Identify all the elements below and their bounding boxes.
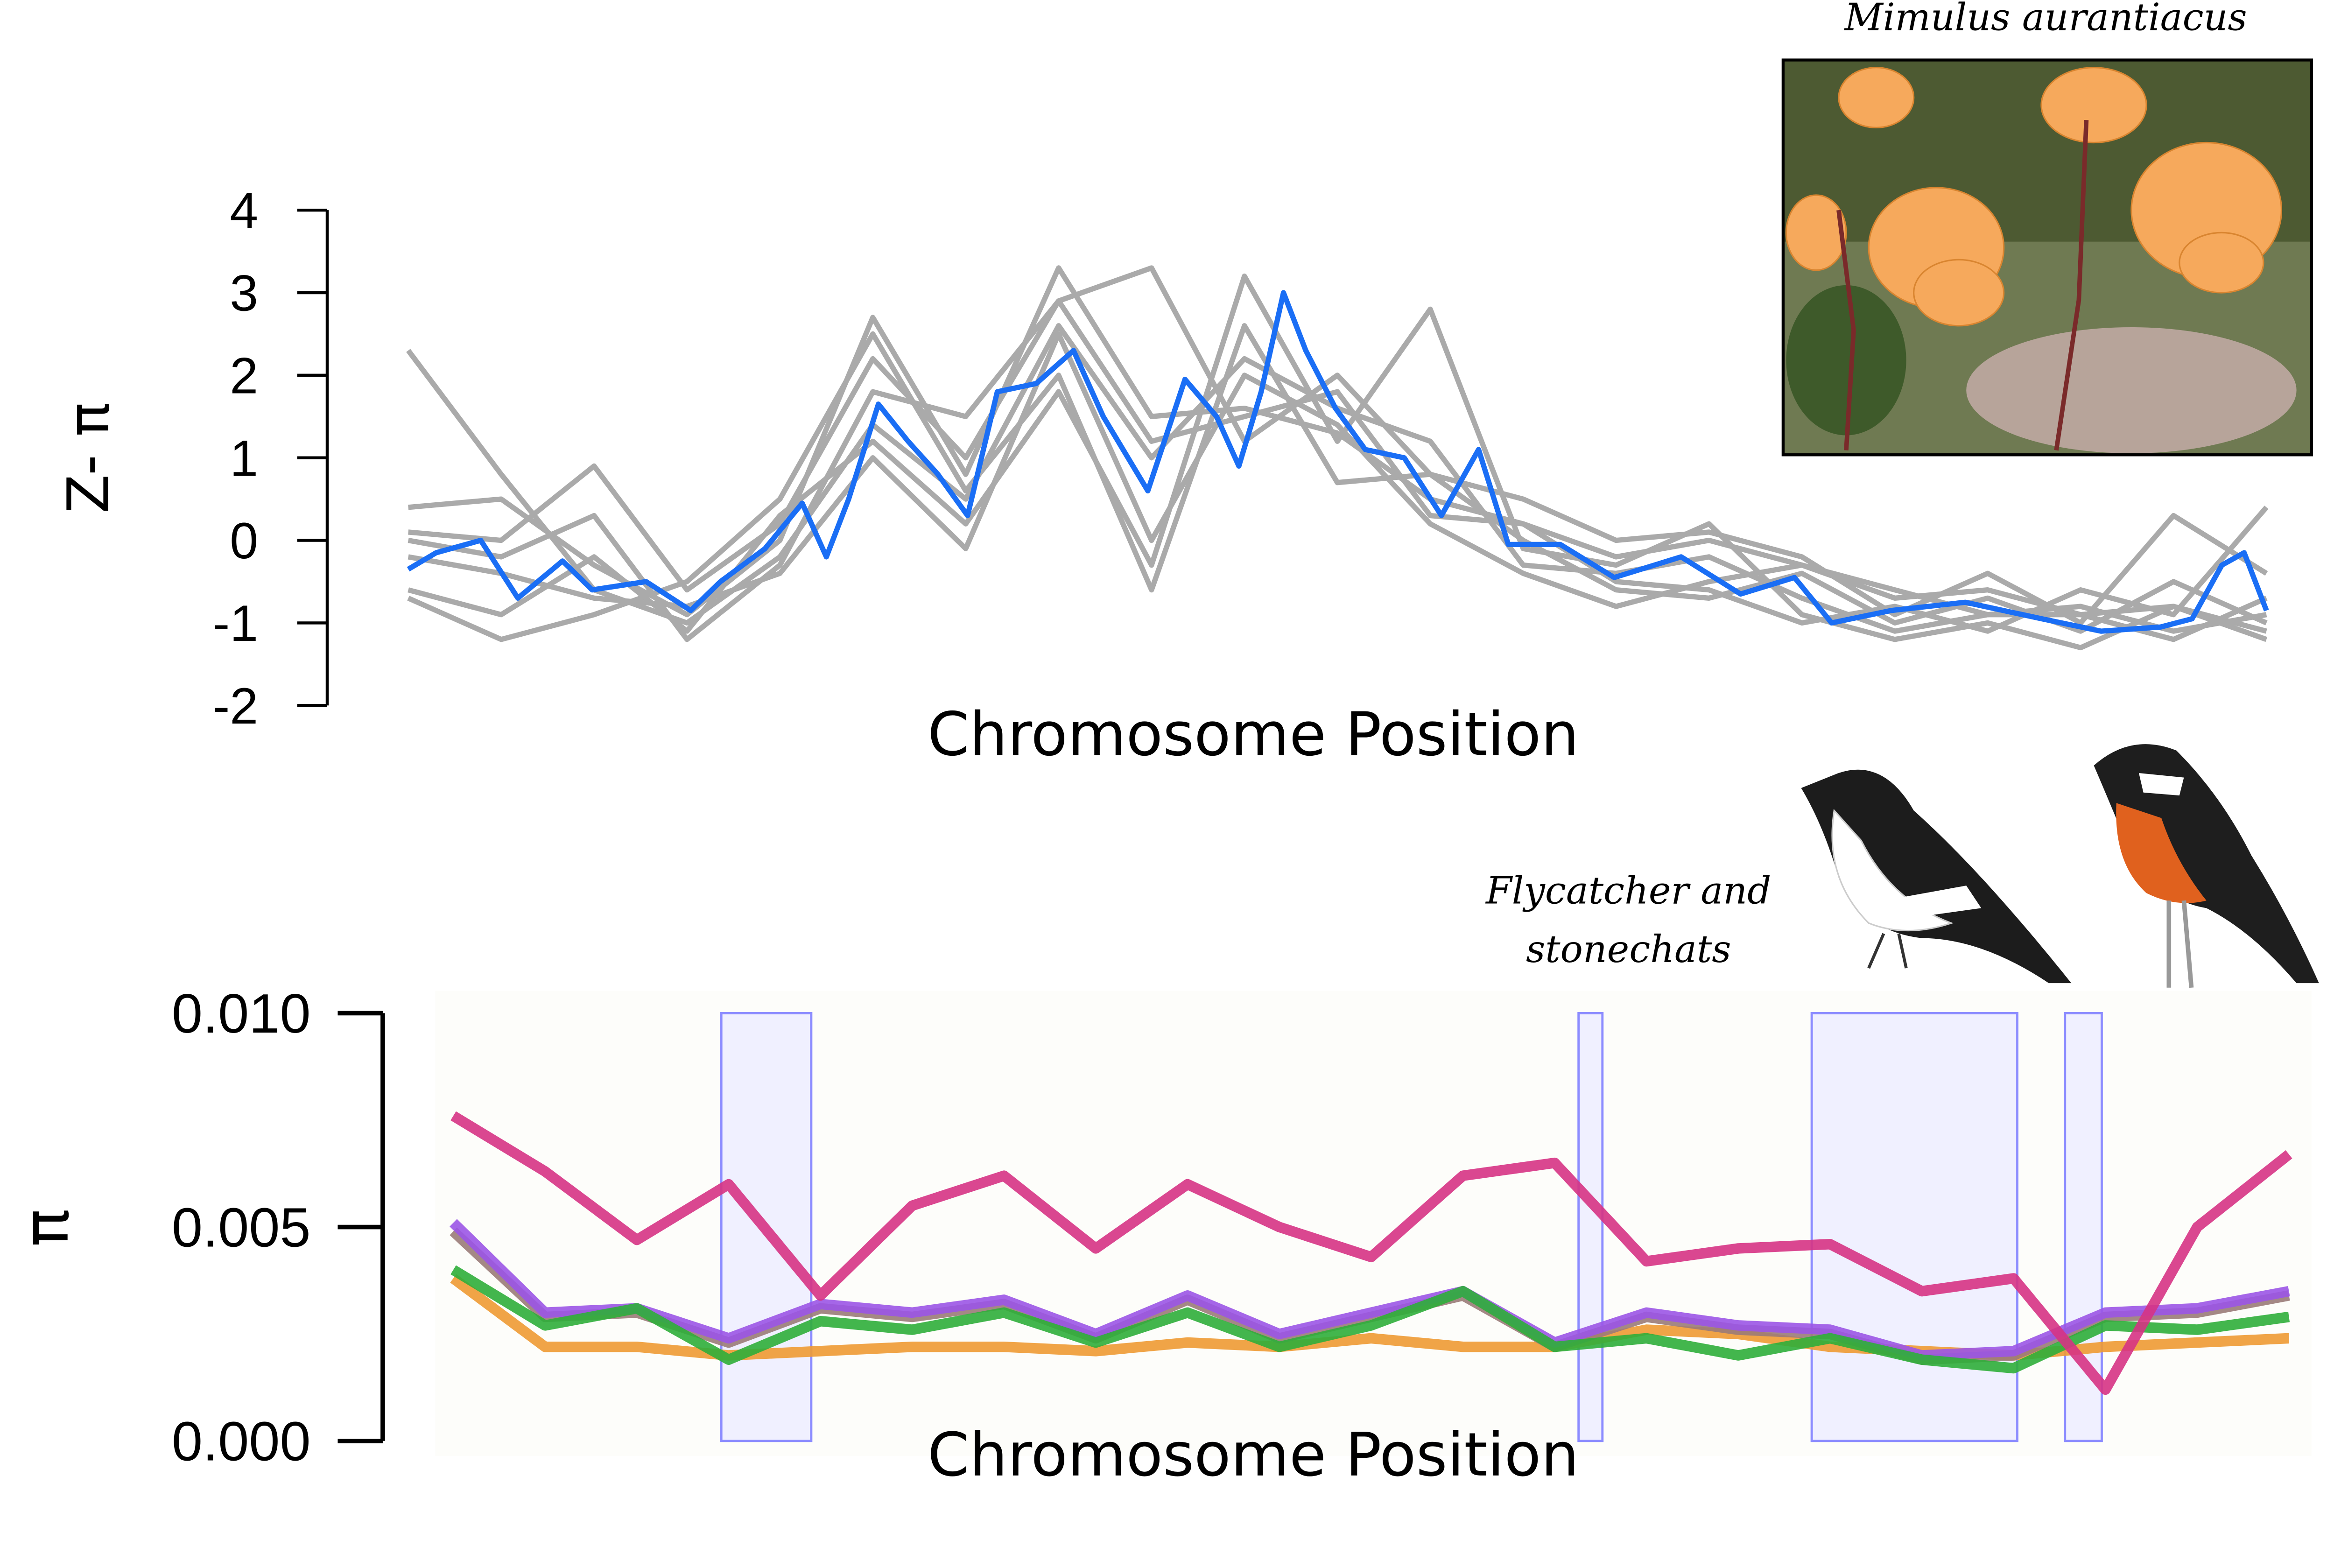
bottom-y-ticks: 0.010 0.005 0.000 — [172, 983, 383, 1473]
birds-illustration: Flycatcher and stonechats — [1485, 744, 2319, 988]
figure: 4 3 2 1 0 -1 -2 Z- π Chromosome Position Mimul… — [9, 0, 2319, 1483]
purple-series-line — [450, 1219, 2290, 1361]
top-y-ticks: 4 3 2 1 0 -1 -2 — [213, 183, 327, 735]
mimulus-photo: Mimulus aurantiacus — [1781, 0, 2313, 457]
mean-series-line — [407, 290, 2269, 634]
green-series-line — [450, 1265, 2290, 1374]
top-y-tick-label: -1 — [213, 595, 258, 652]
bottom-y-tick-label: 0.005 — [172, 1196, 311, 1259]
top-y-tick-label: 4 — [230, 183, 258, 239]
top-y-tick-label: 2 — [230, 347, 258, 404]
flycatcher-bird — [1801, 769, 2072, 984]
highlight-region — [1810, 1012, 2018, 1442]
bottom-y-tick-label: 0.000 — [172, 1411, 311, 1473]
stonechat-bird — [2094, 744, 2319, 988]
gray-series-line-4 — [408, 331, 2268, 642]
gray-series-line-6 — [408, 298, 2269, 642]
highlight-regions — [720, 1012, 2103, 1442]
top-chart: 4 3 2 1 0 -1 -2 Z- π Chromosome Position — [56, 183, 2269, 769]
top-y-tick-label: 3 — [230, 265, 258, 322]
mimulus-caption: Mimulus aurantiacus — [1844, 0, 2247, 39]
birds-caption-line-2: stonechats — [1526, 927, 1731, 971]
top-y-axis-title: Z- π — [56, 402, 122, 513]
gray-series-line-5 — [407, 323, 2268, 642]
top-y-tick-label: 1 — [230, 430, 258, 487]
top-series — [406, 265, 2269, 651]
bottom-series — [450, 1111, 2292, 1395]
birds-caption-line-1: Flycatcher and — [1485, 869, 1772, 913]
top-y-tick-label: -2 — [213, 678, 258, 735]
top-x-axis-title: Chromosome Position — [928, 700, 1579, 769]
magenta-series-line — [450, 1111, 2292, 1395]
bottom-y-tick-label: 0.010 — [172, 983, 311, 1045]
bottom-y-axis-title: π — [9, 1209, 83, 1247]
top-y-tick-label: 0 — [230, 513, 258, 570]
bottom-x-axis-title: Chromosome Position — [928, 1420, 1579, 1483]
bottom-chart: 0.010 0.005 0.000 π Chromosome Position — [9, 983, 2312, 1483]
highlight-region — [1577, 1012, 1604, 1442]
highlight-region — [720, 1012, 813, 1442]
